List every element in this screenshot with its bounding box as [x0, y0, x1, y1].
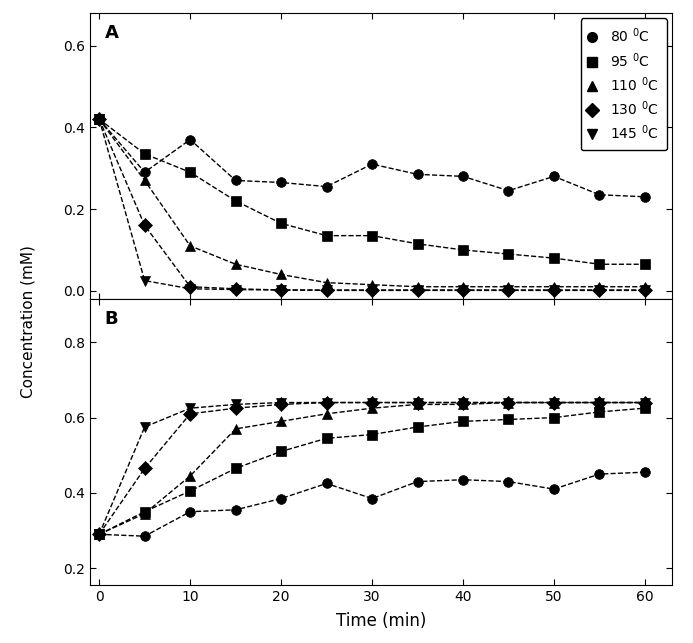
- X-axis label: Time (min): Time (min): [336, 612, 426, 630]
- Legend: 80 $^{0}$C, 95 $^{0}$C, 110 $^{0}$C, 130 $^{0}$C, 145 $^{0}$C: 80 $^{0}$C, 95 $^{0}$C, 110 $^{0}$C, 130…: [581, 19, 667, 150]
- Text: Concentration (mM): Concentration (mM): [20, 245, 35, 398]
- Text: B: B: [105, 311, 119, 329]
- Text: A: A: [105, 24, 119, 42]
